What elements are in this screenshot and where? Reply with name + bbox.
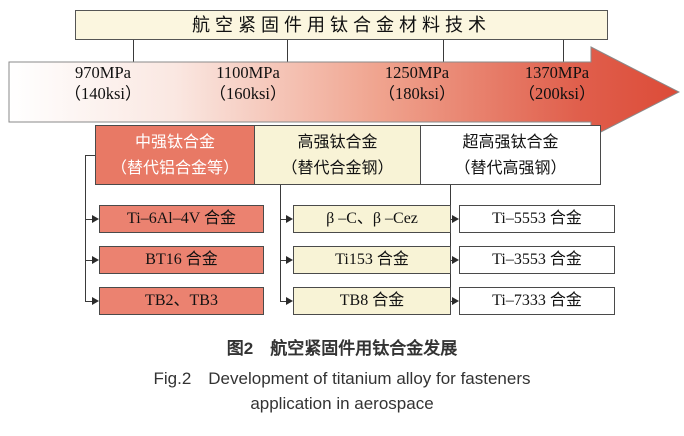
arrowhead-col1-2-icon (92, 256, 99, 264)
alloy-box-ti7333: Ti–7333 合金 (459, 287, 615, 315)
strength-level-1-ksi: （140ksi） (64, 84, 142, 103)
category-medium-name: 中强钛合金 (134, 134, 215, 151)
alloy-box-ti6al4v: Ti–6Al–4V 合金 (99, 205, 264, 233)
alloy-box-bt16: BT16 合金 (99, 246, 264, 274)
figure-title: 航空紧固件用钛合金材料技术 (192, 15, 491, 35)
strength-level-4-ksi: （200ksi） (518, 84, 596, 103)
alloy-box-ti3553: Ti–3553 合金 (459, 246, 615, 274)
strength-level-4-mpa: 1370MPa (524, 63, 590, 82)
arrowhead-col3-1-icon (452, 215, 459, 223)
connector-col1-branch-3 (85, 301, 93, 302)
connector-col2-trunk (280, 185, 281, 302)
alloy-box-ti153: Ti153 合金 (293, 246, 451, 274)
strength-level-3: 1250MPa （180ksi） (378, 62, 455, 104)
caption-zh: 图2 航空紧固件用钛合金发展 (226, 339, 458, 358)
alloy-box-tb8: TB8 合金 (293, 287, 451, 315)
caption-en-line2: application in aerospace (250, 394, 434, 413)
caption-en-line1: Fig.2 Development of titanium alloy for … (153, 369, 531, 388)
arrowhead-col1-1-icon (92, 215, 99, 223)
connector-col2-branch-2 (280, 260, 287, 261)
connector-col1-trunk (85, 155, 86, 302)
arrowhead-col3-2-icon (452, 256, 459, 264)
strength-level-2: 1100MPa （160ksi） (209, 62, 286, 104)
arrowhead-col2-3-icon (286, 297, 293, 305)
strength-level-3-ksi: （180ksi） (378, 84, 456, 103)
category-box-high-strength: 高强钛合金 （替代合金钢） (254, 125, 421, 185)
strength-level-3-mpa: 1250MPa (384, 63, 450, 82)
connector-col3-trunk (450, 185, 451, 302)
connector-col1-branch-1 (85, 219, 93, 220)
arrowhead-col1-3-icon (92, 297, 99, 305)
strength-gradient-arrow (8, 46, 680, 138)
connector-col2-branch-3 (280, 301, 287, 302)
strength-level-2-mpa: 1100MPa (216, 63, 280, 82)
connector-title-stub-3 (443, 40, 444, 62)
connector-col1-branch-2 (85, 260, 93, 261)
connector-title-stub-1 (133, 40, 134, 62)
strength-level-4: 1370MPa （200ksi） (518, 62, 595, 104)
arrowhead-col2-2-icon (286, 256, 293, 264)
connector-title-stub-4 (563, 40, 564, 62)
connector-col3-branch-1 (450, 219, 453, 220)
strength-level-1: 970MPa （140ksi） (64, 62, 141, 104)
category-box-medium-strength: 中强钛合金 （替代铝合金等） (95, 125, 255, 185)
arrowhead-col2-1-icon (286, 215, 293, 223)
strength-level-2-ksi: （160ksi） (209, 84, 287, 103)
category-ultrahigh-sub: （替代高强钢） (454, 160, 567, 177)
connector-col3-branch-2 (450, 260, 453, 261)
category-medium-sub: （替代铝合金等） (110, 160, 239, 177)
category-high-name: 高强钛合金 (297, 134, 378, 151)
category-high-sub: （替代合金钢） (281, 160, 394, 177)
alloy-box-beta-c-cez: β –C、β –Cez (293, 205, 451, 233)
connector-col1-stub (85, 155, 95, 156)
category-box-ultrahigh-strength: 超高强钛合金 （替代高强钢） (420, 125, 601, 185)
strength-level-1-mpa: 970MPa (75, 63, 131, 82)
arrowhead-col3-3-icon (452, 297, 459, 305)
connector-title-stub-2 (287, 40, 288, 62)
connector-col2-branch-1 (280, 219, 287, 220)
figure-title-box: 航空紧固件用钛合金材料技术 (75, 10, 608, 40)
category-ultrahigh-name: 超高强钛合金 (462, 134, 559, 151)
connector-col3-branch-3 (450, 301, 453, 302)
alloy-box-ti5553: Ti–5553 合金 (459, 205, 615, 233)
alloy-box-tb2-tb3: TB2、TB3 (99, 287, 264, 315)
